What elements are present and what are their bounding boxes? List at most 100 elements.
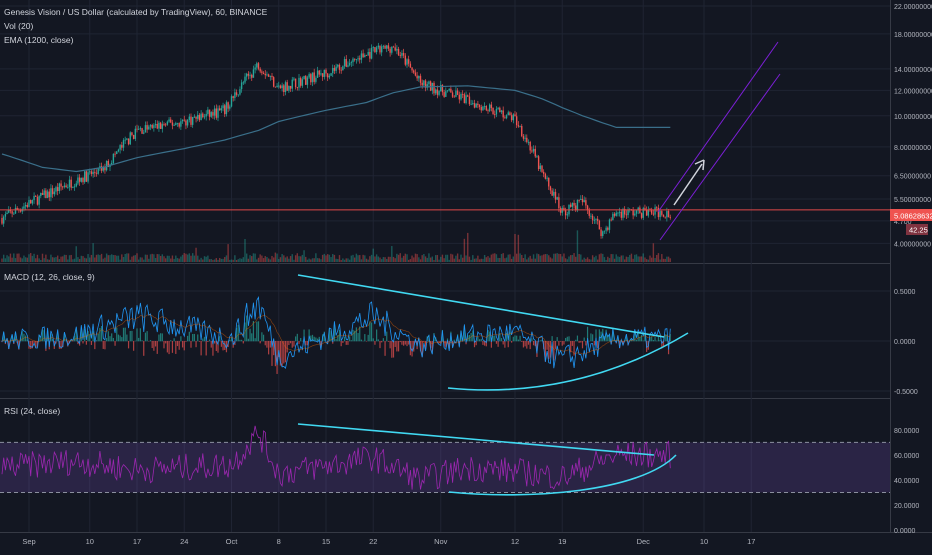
macd-hist-bar <box>143 341 144 356</box>
volume-bar <box>381 259 382 262</box>
macd-hist-bar <box>403 341 404 346</box>
volume-bar <box>109 255 110 262</box>
volume-bar <box>265 256 266 262</box>
macd-hist-bar <box>138 338 139 341</box>
volume-bar <box>448 260 449 262</box>
volume-bar <box>401 258 402 262</box>
macd-hist-bar <box>177 341 178 346</box>
volume-bar <box>231 260 232 262</box>
candle-body <box>367 52 368 55</box>
volume-bar <box>216 258 217 262</box>
volume-bar <box>545 254 546 262</box>
candle-body <box>319 71 320 75</box>
macd-hist-bar <box>253 321 254 341</box>
candle-body <box>405 56 406 65</box>
macd-hist-bar <box>147 331 148 341</box>
macd-hist-bar <box>383 338 384 341</box>
volume-bar <box>160 256 161 262</box>
volume-bar <box>145 255 146 262</box>
volume-bar <box>536 254 537 262</box>
macd-hist-bar <box>96 340 97 341</box>
macd-hist-bar <box>511 341 512 343</box>
volume-bar <box>283 255 284 262</box>
macd-hist-bar <box>369 321 370 341</box>
candle-body <box>13 214 14 215</box>
candle-body <box>423 81 424 86</box>
volume-bar <box>513 257 514 262</box>
candle-body <box>106 161 107 170</box>
volume-bar <box>400 253 401 262</box>
volume-bar <box>658 253 659 262</box>
volume-bar <box>508 255 509 262</box>
candle-body <box>178 123 179 126</box>
candle-body <box>266 74 267 75</box>
candle-body <box>77 177 78 183</box>
volume-bar <box>427 258 428 262</box>
candle-body <box>258 63 259 69</box>
volume-bar <box>310 259 311 262</box>
macd-hist-bar <box>109 336 110 341</box>
volume-bar <box>367 260 368 262</box>
rsi-tick-label: 40.0000 <box>894 478 919 485</box>
candle-body <box>47 192 48 199</box>
volume-bar <box>204 256 205 262</box>
volume-bar <box>313 258 314 262</box>
volume-bar <box>518 235 519 262</box>
macd-hist-bar <box>344 337 345 342</box>
candle-body <box>65 186 66 188</box>
candle-body <box>241 83 242 90</box>
candle-body <box>163 124 164 125</box>
candle-body <box>87 172 88 181</box>
volume-bar <box>42 254 43 262</box>
candle-body <box>621 212 622 218</box>
candle-body <box>489 105 490 111</box>
candle-body <box>123 140 124 148</box>
candle-body <box>253 69 254 77</box>
candle-body <box>636 211 637 214</box>
price-tick-label: 14.00000000 <box>894 67 932 74</box>
macd-hist-bar <box>91 341 92 345</box>
macd-hist-bar <box>103 341 104 349</box>
candle-body <box>501 110 502 112</box>
volume-bar <box>278 259 279 262</box>
macd-tick-label: -0.5000 <box>894 389 918 396</box>
candle-body <box>192 117 193 125</box>
candle-body <box>121 145 122 148</box>
candle-body <box>16 208 17 210</box>
candle-body <box>508 112 509 115</box>
candle-body <box>227 102 228 108</box>
macd-hist-bar <box>140 328 141 341</box>
macd-hist-bar <box>352 330 353 341</box>
volume-bar <box>38 258 39 262</box>
candle-body <box>349 63 350 65</box>
volume-bar <box>322 255 323 262</box>
candle-body <box>50 188 51 197</box>
candle-body <box>40 193 41 196</box>
candle-body <box>668 211 669 217</box>
macd-hist-bar <box>582 341 583 348</box>
time-tick-label: 24 <box>180 537 188 546</box>
time-tick-label: Nov <box>434 537 448 546</box>
macd-hist-bar <box>503 341 504 344</box>
price-tick-label: 5.50000000 <box>894 197 931 204</box>
candle-body <box>300 78 301 86</box>
candle-body <box>457 91 458 95</box>
macd-hist-bar <box>265 341 266 345</box>
macd-hist-bar <box>99 328 100 341</box>
candle-body <box>37 197 38 205</box>
candle-body <box>303 76 304 79</box>
candle-body <box>128 139 129 145</box>
volume-bar <box>35 258 36 262</box>
macd-hist-bar <box>594 341 595 345</box>
macd-hist-bar <box>411 341 412 356</box>
macd-hist-bar <box>229 340 230 341</box>
volume-label: 42.25 <box>909 226 928 235</box>
macd-hist-bar <box>341 341 342 346</box>
candle-body <box>546 178 547 179</box>
macd-hist-bar <box>113 338 114 341</box>
candle-body <box>157 124 158 129</box>
volume-bar <box>492 254 493 262</box>
volume-bar <box>627 257 628 262</box>
volume-bar <box>52 257 53 262</box>
